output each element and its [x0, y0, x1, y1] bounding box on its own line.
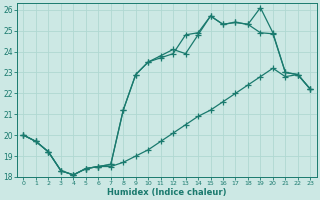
- X-axis label: Humidex (Indice chaleur): Humidex (Indice chaleur): [107, 188, 227, 197]
